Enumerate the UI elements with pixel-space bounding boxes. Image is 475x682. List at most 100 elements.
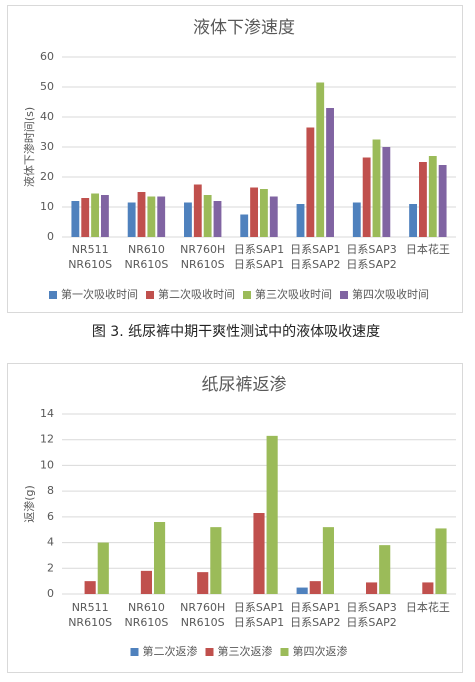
bar	[269, 196, 278, 237]
x-tick-label: 日系SAP1	[234, 601, 284, 614]
y-tick-label: 0	[47, 230, 54, 243]
y-tick-label: 6	[47, 510, 54, 523]
bar	[266, 435, 278, 594]
bar	[100, 195, 109, 237]
legend-swatch	[49, 291, 57, 299]
legend-swatch	[205, 648, 214, 656]
bar	[203, 195, 212, 237]
bar	[438, 165, 447, 237]
y-tick-label: 60	[40, 50, 54, 63]
y-axis-label: 液体下渗时间(s)	[22, 107, 36, 187]
legend-swatch	[243, 291, 251, 299]
x-tick-label: NR760H	[180, 601, 225, 614]
bar	[322, 527, 334, 594]
y-tick-label: 10	[40, 200, 54, 213]
y-tick-label: 12	[40, 433, 54, 446]
bar	[153, 522, 166, 594]
y-axis-label: 返渗(g)	[22, 485, 36, 523]
bar	[309, 581, 321, 594]
x-tick-label: NR511	[72, 601, 109, 614]
bar	[366, 582, 378, 594]
chart-title: 液体下渗速度	[193, 18, 295, 38]
x-tick-label: 日系SAP1	[234, 258, 284, 271]
x-tick-label: NR610S	[68, 616, 112, 629]
y-tick-label: 10	[40, 458, 54, 471]
y-tick-label: 8	[47, 484, 54, 497]
bar	[372, 139, 381, 237]
x-tick-label: 日系SAP1	[234, 616, 284, 629]
x-tick-label: 日系SAP1	[290, 243, 340, 256]
x-tick-label: 日系SAP3	[346, 243, 396, 256]
y-tick-label: 0	[47, 587, 54, 600]
legend-label: 第二次吸收时间	[158, 287, 235, 301]
x-tick-label: 日系SAP3	[346, 601, 396, 614]
bar	[428, 156, 437, 237]
bar	[193, 184, 202, 237]
x-tick-label: 日系SAP2	[290, 258, 340, 271]
bar	[250, 187, 258, 237]
x-tick-label: NR610	[128, 243, 165, 256]
x-tick-label: NR760H	[180, 243, 225, 256]
bar	[210, 527, 222, 594]
bar	[326, 108, 334, 237]
bar	[127, 202, 136, 237]
bar	[296, 204, 305, 237]
x-tick-label: NR610S	[124, 258, 168, 271]
x-tick-label: 日系SAP2	[346, 616, 396, 629]
bar	[91, 193, 99, 237]
bar	[97, 542, 109, 594]
x-tick-label: 日本花王	[406, 600, 450, 614]
bar	[316, 82, 325, 237]
x-tick-label: 日系SAP2	[346, 258, 396, 271]
y-tick-label: 14	[40, 407, 54, 420]
legend-swatch	[146, 291, 154, 299]
bar	[84, 581, 96, 594]
y-tick-label: 2	[47, 561, 54, 574]
chart-frame	[7, 363, 463, 673]
bar	[362, 157, 371, 237]
bar	[409, 204, 418, 237]
x-tick-label: 日本花王	[406, 242, 450, 256]
legend-label: 第三次返渗	[218, 644, 273, 658]
caption: 图 3. 纸尿裤中期干爽性测试中的液体吸收速度	[92, 324, 380, 340]
bar	[197, 572, 209, 594]
bar	[435, 528, 447, 594]
legend-label: 第二次返渗	[143, 644, 198, 658]
bar	[147, 196, 156, 237]
bar	[306, 127, 315, 237]
x-tick-label: NR511	[72, 243, 109, 256]
bar	[140, 570, 152, 594]
y-tick-label: 50	[40, 80, 54, 93]
legend-swatch	[130, 648, 139, 656]
x-tick-label: 日系SAP1	[234, 243, 284, 256]
bar	[379, 545, 391, 594]
bar	[253, 513, 265, 594]
bar	[296, 587, 308, 594]
legend-label: 第三次吸收时间	[255, 287, 332, 301]
chart-title: 纸尿裤返渗	[202, 375, 287, 395]
legend-label: 第四次返渗	[293, 644, 348, 658]
legend-swatch	[280, 648, 289, 656]
bar	[213, 201, 222, 237]
x-tick-label: 日系SAP1	[290, 601, 340, 614]
x-tick-label: NR610S	[181, 258, 225, 271]
x-tick-label: NR610S	[124, 616, 168, 629]
bar	[419, 162, 427, 237]
bar	[157, 196, 166, 237]
bar	[184, 202, 192, 237]
bar	[422, 582, 434, 594]
bar	[81, 198, 90, 237]
x-tick-label: NR610	[128, 601, 165, 614]
y-tick-label: 40	[40, 110, 54, 123]
x-tick-label: NR610S	[181, 616, 225, 629]
bar	[137, 192, 146, 237]
x-tick-label: 日系SAP2	[290, 616, 340, 629]
bar	[382, 147, 391, 237]
legend-swatch	[340, 291, 348, 299]
bar	[71, 201, 80, 237]
bar	[240, 214, 249, 237]
y-tick-label: 4	[47, 536, 54, 549]
y-tick-label: 30	[40, 140, 54, 153]
x-tick-label: NR610S	[68, 258, 112, 271]
